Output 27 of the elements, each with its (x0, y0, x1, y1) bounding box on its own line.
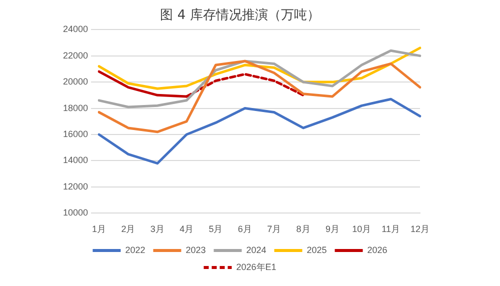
x-tick-label: 8月 (296, 224, 310, 234)
legend-label: 2023 (186, 244, 206, 255)
legend-label: 2024 (246, 244, 266, 255)
y-tick-label: 18000 (62, 102, 88, 113)
legend-label: 2026年E1 (236, 262, 276, 272)
y-tick-label: 22000 (62, 50, 88, 60)
legend-label: 2026 (367, 244, 388, 255)
y-tick-label: 16000 (62, 129, 88, 139)
x-tick-label: 4月 (180, 224, 194, 234)
y-tick-label: 10000 (62, 208, 88, 218)
y-tick-label: 12000 (62, 181, 88, 192)
legend-label: 2022 (125, 244, 146, 255)
x-tick-label: 6月 (238, 224, 252, 234)
y-tick-label: 14000 (62, 155, 88, 166)
x-tick-label: 12月 (410, 224, 430, 234)
y-tick-label: 20000 (62, 76, 88, 87)
x-tick-label: 9月 (325, 224, 340, 234)
x-tick-label: 5月 (208, 224, 223, 234)
chart-title: 图 4 库存情况推演（万吨） (160, 8, 320, 24)
y-tick-label: 24000 (62, 24, 88, 34)
x-tick-label: 2月 (121, 224, 136, 234)
x-tick-label: 1月 (92, 224, 106, 234)
x-tick-label: 3月 (150, 224, 164, 234)
x-tick-label: 10月 (352, 224, 372, 234)
x-tick-label: 7月 (267, 224, 282, 234)
legend-label: 2025 (306, 244, 327, 255)
x-tick-label: 11月 (382, 224, 400, 234)
